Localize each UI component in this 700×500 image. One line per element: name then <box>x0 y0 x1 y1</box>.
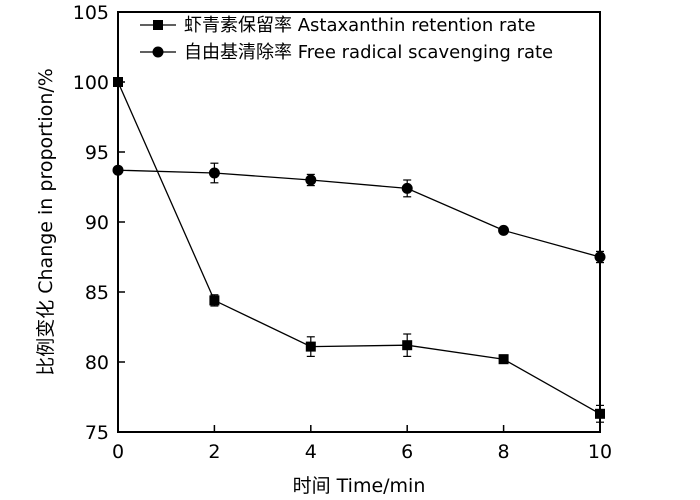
x-tick-label: 4 <box>305 441 317 463</box>
series-1 <box>113 77 605 423</box>
y-tick-label: 105 <box>73 2 109 24</box>
data-point <box>113 77 123 87</box>
y-tick-label: 80 <box>85 352 109 374</box>
x-axis-label: 时间 Time/min <box>293 475 426 497</box>
y-tick-label: 75 <box>85 422 109 444</box>
y-tick-label: 90 <box>85 212 109 234</box>
data-point <box>112 164 124 176</box>
legend-marker <box>153 20 163 30</box>
data-point <box>401 182 413 194</box>
data-point <box>208 167 220 179</box>
x-tick-label: 10 <box>588 441 612 463</box>
data-point <box>498 224 510 236</box>
x-tick-label: 6 <box>401 441 413 463</box>
data-point <box>209 295 220 306</box>
legend-item: 虾青素保留率 Astaxanthin retention rate <box>140 15 536 36</box>
legend-label: 自由基清除率 Free radical scavenging rate <box>184 42 553 63</box>
series-line <box>117 81 601 415</box>
y-tick-label: 95 <box>85 142 109 164</box>
legend-marker <box>152 46 164 58</box>
series-line <box>117 169 601 258</box>
plot-area <box>117 11 601 433</box>
y-tick-label: 85 <box>85 282 109 304</box>
legend: 虾青素保留率 Astaxanthin retention rate 自由基清除率 … <box>140 15 553 63</box>
y-tick-label: 100 <box>73 72 109 94</box>
x-tick-label: 8 <box>498 441 510 463</box>
y-axis-label: 比例变化 Change in proportion/% <box>35 68 57 376</box>
data-point <box>498 354 509 365</box>
y-axis: 75 80 85 90 95 100 105 <box>73 2 125 444</box>
data-point <box>305 174 317 186</box>
data-point <box>402 340 413 351</box>
legend-label: 虾青素保留率 Astaxanthin retention rate <box>184 15 536 36</box>
series-2 <box>112 162 606 264</box>
x-axis: 0 2 4 6 8 10 <box>112 425 612 463</box>
series-layer <box>112 77 606 423</box>
x-tick-label: 2 <box>208 441 220 463</box>
legend-item: 自由基清除率 Free radical scavenging rate <box>140 42 553 63</box>
data-point <box>305 341 316 352</box>
x-tick-label: 0 <box>112 441 124 463</box>
plot-frame <box>117 11 601 433</box>
data-point <box>594 251 606 263</box>
data-point <box>595 408 605 419</box>
